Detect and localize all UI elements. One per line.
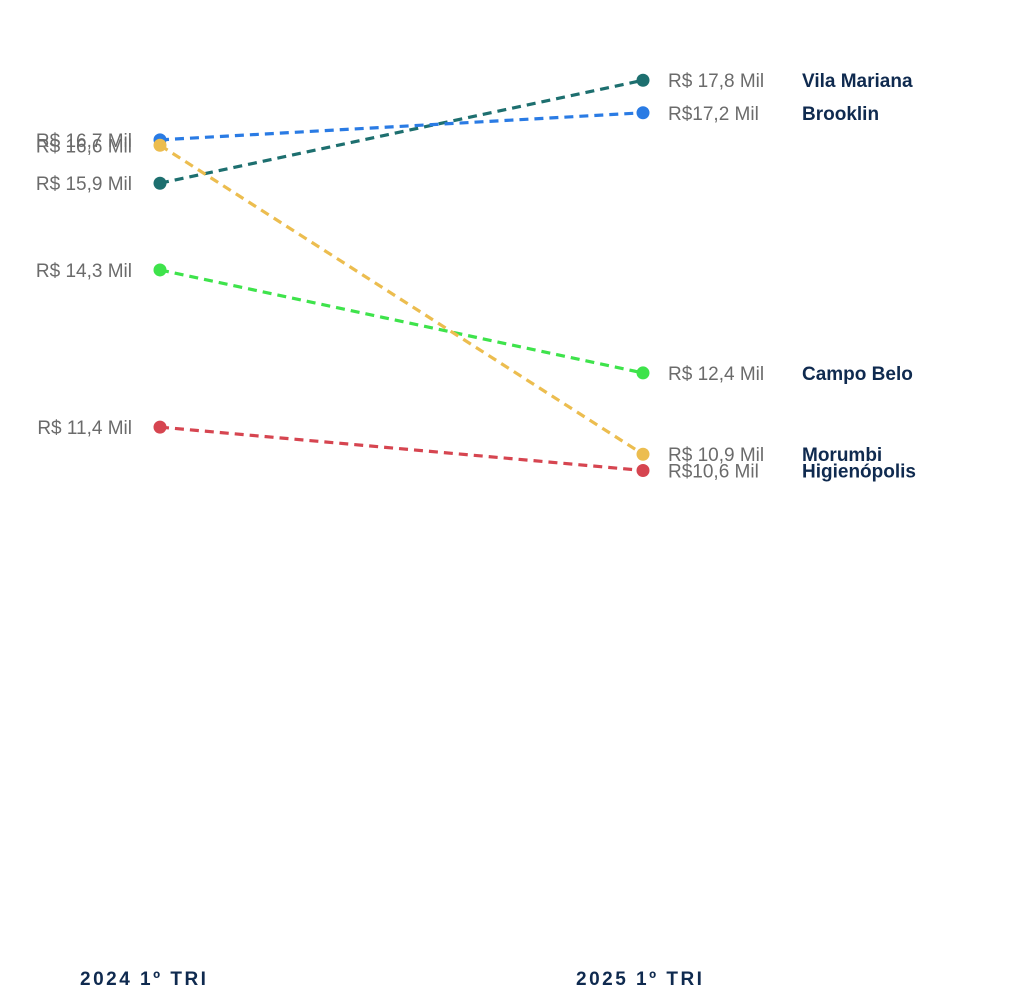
point-morumbi-end [636, 447, 650, 461]
series-name-morumbi: Morumbi [802, 445, 882, 466]
point-morumbi-start [153, 138, 167, 152]
value-label-brooklin-start: R$ 16,7 Mil [36, 131, 132, 152]
series-name-brooklin: Brooklin [802, 104, 879, 125]
value-label-higienopolis-end: R$10,6 Mil [668, 461, 759, 482]
series-line-campo-belo [159, 268, 644, 375]
value-label-campo-belo-end: R$ 12,4 Mil [668, 364, 764, 385]
value-label-morumbi-end: R$ 10,9 Mil [668, 445, 764, 466]
value-label-vila-mariana-end: R$ 17,8 Mil [668, 71, 764, 92]
value-label-campo-belo-start: R$ 14,3 Mil [36, 261, 132, 282]
point-vila-mariana-end [636, 73, 650, 87]
point-campo-belo-end [636, 366, 650, 380]
point-higienopolis-end [636, 463, 650, 477]
point-campo-belo-start [153, 263, 167, 277]
value-labels: R$ 15,9 Mil R$ 17,8 Mil Vila Mariana R$ 16,… [36, 71, 916, 482]
series-points [153, 73, 650, 477]
series-line-morumbi [159, 143, 644, 456]
series-lines [159, 78, 644, 473]
x-tick-label-right: 2025 1º TRI [576, 969, 704, 990]
series-line-vila-mariana [159, 78, 644, 185]
series-name-higienopolis: Higienópolis [802, 461, 916, 482]
value-label-morumbi-start: R$ 16,6 Mil [36, 136, 132, 157]
series-line-brooklin [159, 111, 644, 142]
series-name-campo-belo: Campo Belo [802, 364, 913, 385]
point-higienopolis-start [153, 420, 167, 434]
value-label-higienopolis-start: R$ 11,4 Mil [37, 418, 132, 439]
x-tick-label-left: 2024 1º TRI [80, 969, 208, 990]
value-label-brooklin-end: R$17,2 Mil [668, 104, 759, 125]
point-brooklin-end [636, 106, 650, 120]
value-label-vila-mariana-start: R$ 15,9 Mil [36, 174, 132, 195]
point-vila-mariana-start [153, 176, 167, 190]
series-name-vila-mariana: Vila Mariana [802, 71, 913, 92]
series-line-higienopolis [159, 425, 644, 473]
